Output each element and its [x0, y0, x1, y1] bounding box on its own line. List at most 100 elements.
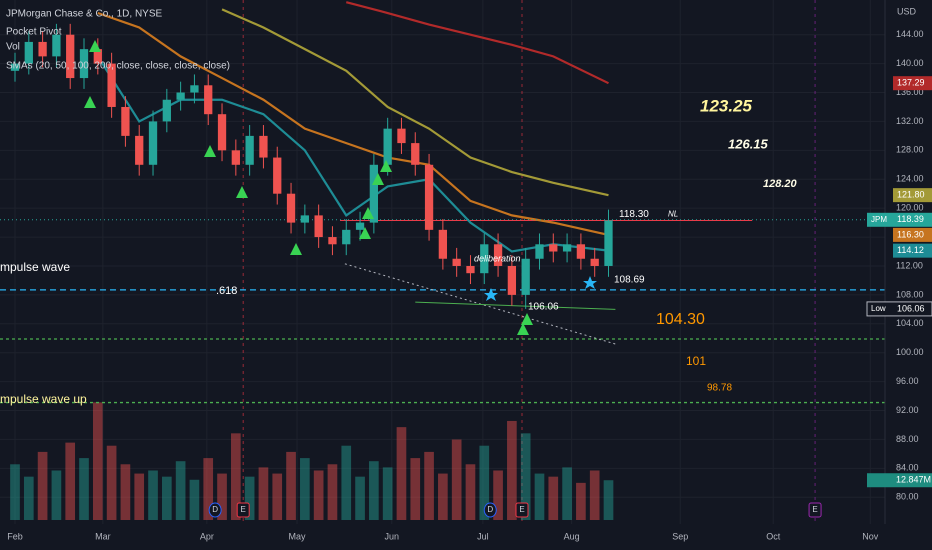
trendline [415, 301, 616, 310]
y-tick-label: 96.00 [896, 376, 919, 386]
volume-bar [92, 402, 103, 520]
volume-bar [23, 476, 34, 520]
candle-body [10, 63, 20, 71]
x-tick-label: Apr [200, 531, 214, 541]
volume-bar [231, 433, 241, 520]
volume-bar [272, 473, 283, 520]
event-label: D [212, 505, 218, 514]
volume-bar [189, 479, 200, 520]
candle-body [590, 258, 599, 266]
y-tick-label: 112.00 [896, 260, 923, 270]
candle-body [79, 49, 89, 79]
volume-bar [507, 420, 517, 520]
candle-body [342, 229, 351, 245]
x-tick-label: Jun [385, 531, 400, 541]
candle-body [135, 135, 144, 165]
event-label: E [241, 505, 246, 514]
candle-body [38, 41, 47, 57]
volume-bar [203, 458, 214, 520]
volume-bar [134, 473, 145, 520]
y-tick-label: 140.00 [896, 58, 924, 68]
volume-bar [562, 467, 572, 520]
candle-body [507, 265, 517, 295]
candle-body [328, 237, 337, 245]
candle-body [369, 164, 378, 223]
y-tick-label: 92.00 [896, 405, 919, 415]
candle-body [438, 229, 448, 259]
pivot-marker [372, 173, 384, 185]
candle-body [562, 244, 572, 252]
pivot-marker [204, 145, 216, 157]
candle-body [107, 63, 116, 107]
volume-bar [313, 470, 324, 520]
annotation: 123.25 [700, 96, 753, 115]
price-tag-label: 116.30 [897, 229, 924, 239]
candle-body [162, 99, 171, 122]
candle-body [576, 244, 586, 259]
pocket-pivots [84, 40, 533, 335]
annotation: deliberation [474, 253, 521, 263]
x-tick-label: Aug [564, 531, 580, 541]
indicator-label: SMAs (20, 50, 100, 200, close, close, cl… [6, 61, 230, 72]
candle-body [355, 222, 365, 230]
pivot-marker [362, 207, 374, 219]
volume-bar [589, 470, 600, 520]
volume-bar [258, 467, 269, 520]
event-label: E [812, 505, 817, 514]
annotation: 106.06 [528, 302, 559, 313]
volume-bar [286, 451, 296, 520]
y-tick-label: 108.00 [896, 289, 924, 299]
candle-body [383, 128, 392, 165]
y-tick-label: 132.00 [896, 116, 924, 126]
candle-body [604, 220, 613, 266]
x-tick-label: Nov [862, 531, 879, 541]
y-tick-label: 84.00 [896, 463, 919, 473]
candle-body [286, 193, 296, 223]
candle-body [535, 244, 544, 259]
candle-body [231, 150, 240, 165]
volume-bar [424, 451, 434, 520]
candle-body [204, 85, 213, 115]
volume-bar [382, 467, 393, 520]
pivot-marker [89, 40, 101, 52]
candle-body [397, 128, 406, 144]
volume-bar [37, 451, 48, 520]
trendline [344, 263, 616, 345]
candle-body [452, 258, 461, 266]
volume-bar [65, 442, 76, 520]
sma-line [221, 8, 609, 197]
level-label: 108.69 [614, 275, 645, 286]
candle-body [52, 34, 61, 57]
x-tick-label: Oct [766, 531, 781, 541]
candle-body [148, 121, 158, 165]
event-label: E [519, 505, 524, 514]
candle-body [190, 85, 199, 93]
price-tag [893, 188, 932, 203]
price-axis-panel [885, 0, 932, 550]
pivot-marker [84, 96, 96, 108]
annotation: 128.20 [763, 178, 798, 190]
volume-bar [120, 464, 131, 520]
price-tag-label: 114.12 [897, 245, 924, 255]
volume-bar [479, 445, 490, 520]
candle-body [300, 215, 309, 223]
annotation: mpulse wave up [0, 392, 87, 406]
nl-tag: NL [668, 210, 678, 219]
y-tick-label: 80.00 [896, 492, 919, 502]
volume-bar [106, 445, 117, 520]
price-tag-label: 137.29 [897, 78, 925, 88]
event-badge [808, 502, 822, 518]
price-tag-label: 118.39 [897, 214, 924, 224]
price-tag [893, 76, 932, 91]
x-tick-label: May [289, 531, 307, 541]
volume-bar [576, 482, 586, 520]
volume-bar [520, 433, 531, 520]
volume-bar [217, 473, 227, 520]
volume-bar [465, 464, 476, 520]
volume-bar [327, 464, 338, 520]
pivot-marker [517, 323, 529, 335]
volume-bar [244, 476, 255, 520]
indicator-label: Vol [6, 42, 20, 53]
x-tick-label: Feb [7, 531, 23, 541]
